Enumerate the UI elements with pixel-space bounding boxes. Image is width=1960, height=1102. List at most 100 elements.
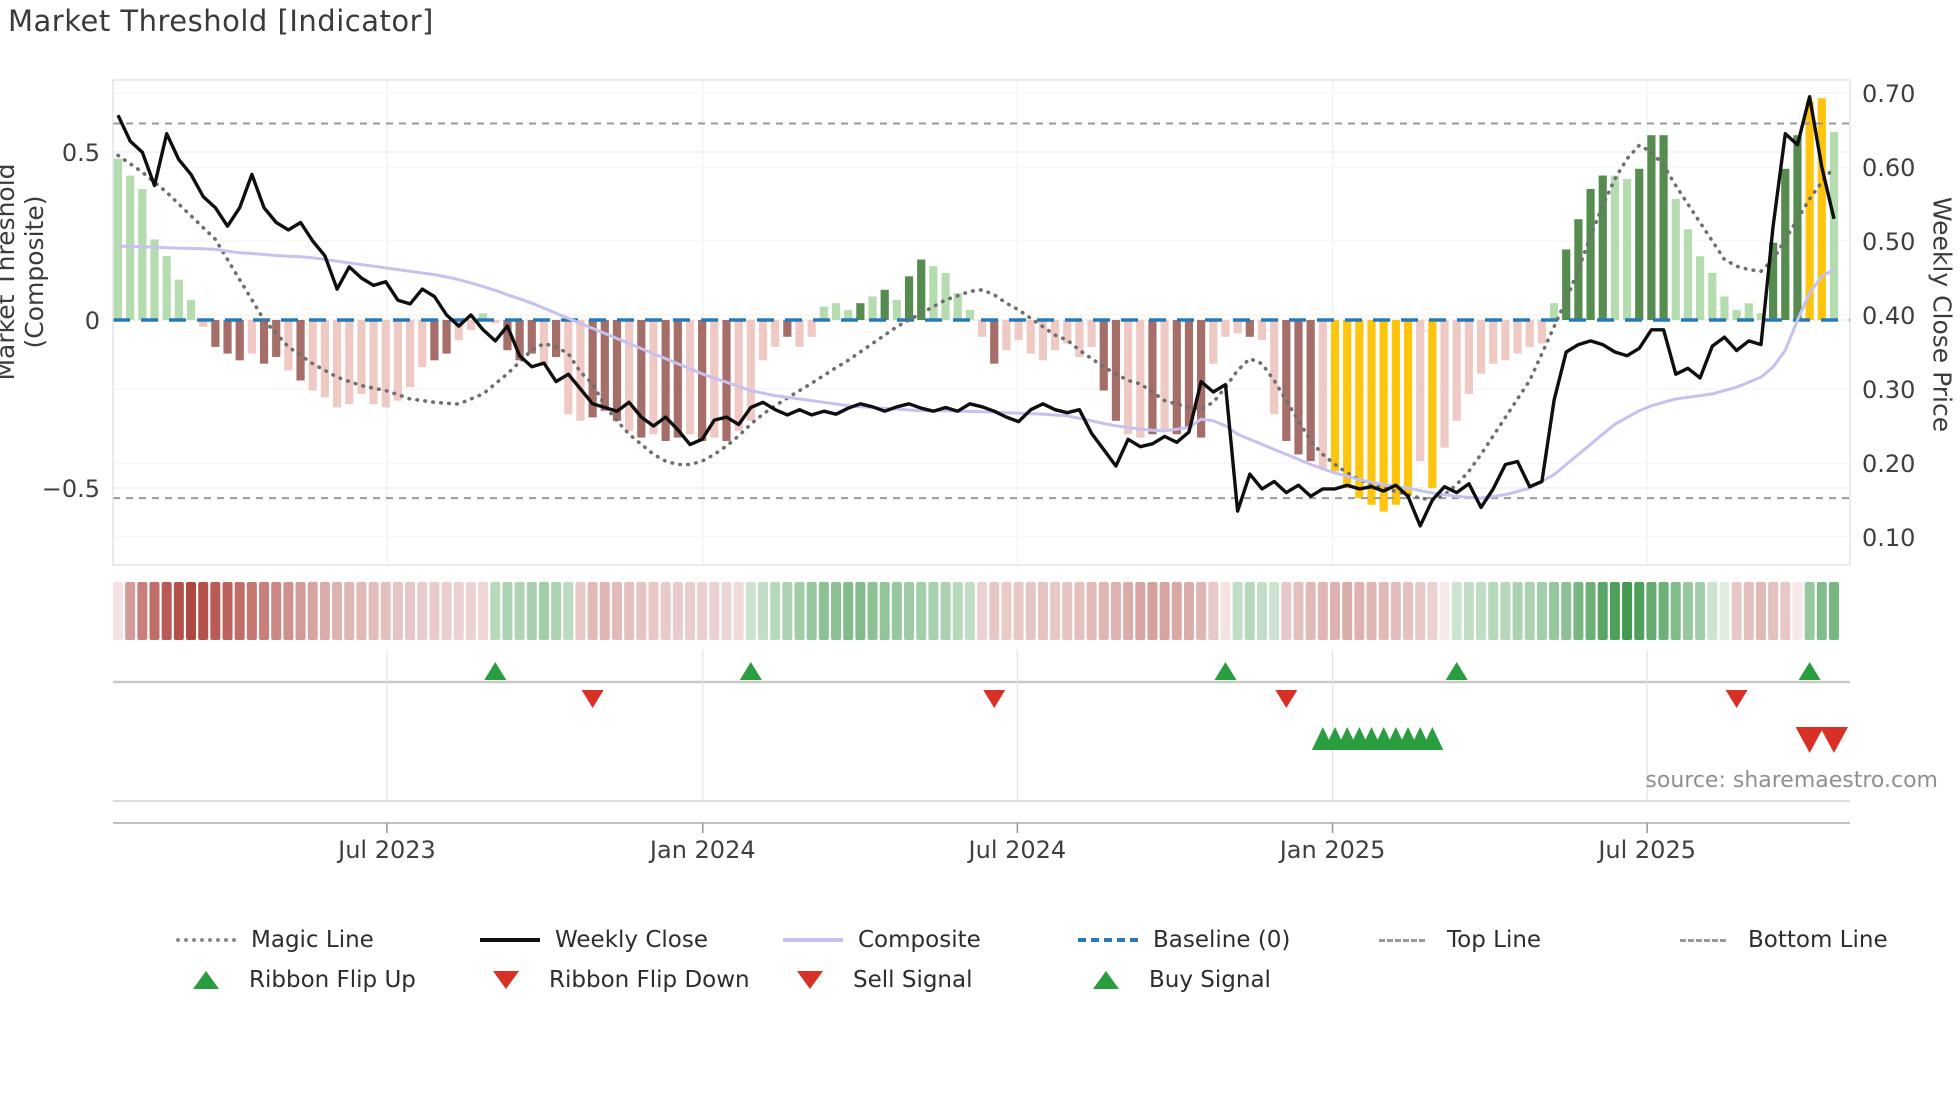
threshold-bar <box>1002 320 1011 351</box>
source-note: source: sharemaestro.com <box>1645 768 1938 793</box>
ribbon-cell <box>1354 582 1365 640</box>
plot-frame <box>112 79 1851 566</box>
legend-item-buy-signal: Buy Signal <box>1093 966 1271 994</box>
legend-label: Buy Signal <box>1149 967 1271 993</box>
threshold-bar <box>892 299 901 320</box>
ribbon-cell <box>1208 582 1219 640</box>
threshold-bar <box>1781 168 1790 320</box>
ribbon-cell <box>1330 582 1340 640</box>
page-title: Market Threshold [Indicator] <box>8 4 434 38</box>
threshold-bar <box>1659 135 1668 320</box>
threshold-bar <box>953 293 962 320</box>
threshold-bar <box>1136 320 1145 438</box>
ribbon-cell <box>198 582 209 640</box>
threshold-bar <box>1330 320 1340 472</box>
threshold-bar <box>1489 320 1498 364</box>
threshold-bar <box>1574 219 1583 320</box>
ribbon-cell <box>831 582 842 640</box>
threshold-bar <box>1805 101 1814 320</box>
y-tick-label-right: 0.30 <box>1862 376 1916 404</box>
threshold-bar <box>150 239 159 320</box>
ribbon-cell <box>1110 582 1121 640</box>
ribbon-cell <box>916 582 927 640</box>
threshold-bar <box>1038 320 1048 361</box>
legend-label: Magic Line <box>251 927 374 953</box>
ribbon-cell <box>648 582 659 640</box>
threshold-bar <box>527 320 536 354</box>
threshold-bar <box>405 320 415 388</box>
legend-item-top-line: Top Line <box>1379 926 1541 954</box>
threshold-bar <box>418 320 427 368</box>
threshold-bar <box>1111 320 1121 421</box>
ribbon-cell <box>319 582 330 640</box>
threshold-bar <box>783 320 792 337</box>
legend-item-bottom-line: Bottom Line <box>1680 926 1888 954</box>
ribbon-cell <box>587 582 598 640</box>
threshold-bar <box>1769 242 1778 320</box>
threshold-bar <box>746 320 755 421</box>
ribbon-cell <box>697 582 708 640</box>
threshold-bar <box>904 276 914 320</box>
ribbon-cell <box>952 582 963 640</box>
threshold-bar <box>1416 320 1425 462</box>
legend-item-composite: Composite <box>783 926 981 954</box>
ribbon-cell <box>1646 582 1657 640</box>
top-line-swatch-icon <box>1379 938 1425 942</box>
threshold-bar <box>1148 320 1157 435</box>
threshold-bar <box>576 320 585 421</box>
legend-item-weekly-close: Weekly Close <box>480 926 708 954</box>
threshold-bar <box>454 320 463 341</box>
threshold-bar <box>1209 320 1218 364</box>
threshold-bar <box>308 320 317 391</box>
ribbon-cell <box>782 582 793 640</box>
legend-label: Ribbon Flip Up <box>249 967 416 993</box>
ribbon-cell <box>1098 582 1109 640</box>
ribbon-cell <box>733 582 744 640</box>
ribbon-cell <box>904 582 915 640</box>
ribbon-cell <box>1524 582 1535 640</box>
ribbon-cell <box>1536 582 1547 640</box>
ribbon-cell <box>1695 582 1706 640</box>
ribbon-cell <box>818 582 829 640</box>
ribbon-cell <box>1609 582 1620 640</box>
threshold-bar <box>345 320 354 404</box>
threshold-bar <box>466 320 476 331</box>
threshold-bar <box>320 320 329 398</box>
threshold-bar <box>1562 249 1571 320</box>
ribbon-cell <box>660 582 671 640</box>
ribbon-cell <box>1512 582 1523 640</box>
sell-signal-marker <box>1795 727 1824 753</box>
threshold-bar <box>1635 168 1644 320</box>
x-tick-label: Jan 2024 <box>649 836 756 864</box>
threshold-bar <box>1428 320 1437 488</box>
ribbon-cell <box>940 582 951 640</box>
ribbon-flip-down-marker <box>581 690 604 708</box>
ribbon-cell <box>222 582 233 640</box>
magic-line <box>116 143 1836 502</box>
y-tick-label-right: 0.70 <box>1862 80 1916 108</box>
threshold-bar <box>1744 303 1753 320</box>
threshold-bar <box>807 320 816 337</box>
threshold-bar <box>600 320 609 411</box>
threshold-bar <box>758 320 768 361</box>
ribbon-cell <box>551 582 562 640</box>
ribbon-cell <box>1147 582 1158 640</box>
y-tick-label-right: 0.50 <box>1862 228 1916 256</box>
x-tick-label: Jan 2025 <box>1279 836 1386 864</box>
ribbon-cell <box>246 582 257 640</box>
ribbon-cell <box>1001 582 1012 640</box>
y-tick-label-left: 0 <box>84 307 100 335</box>
threshold-bar <box>1124 320 1133 435</box>
threshold-bar <box>503 320 512 351</box>
threshold-bar <box>1476 320 1486 374</box>
threshold-bar <box>1440 320 1449 448</box>
ribbon-cell <box>234 582 245 640</box>
threshold-bar <box>1464 320 1473 394</box>
ribbon-flip-up-marker <box>1214 662 1237 680</box>
ribbon-cell <box>1427 582 1438 640</box>
ribbon-cell <box>125 582 136 640</box>
ribbon-cell <box>575 582 586 640</box>
ribbon-cell <box>1390 582 1401 640</box>
threshold-bar <box>856 303 865 320</box>
